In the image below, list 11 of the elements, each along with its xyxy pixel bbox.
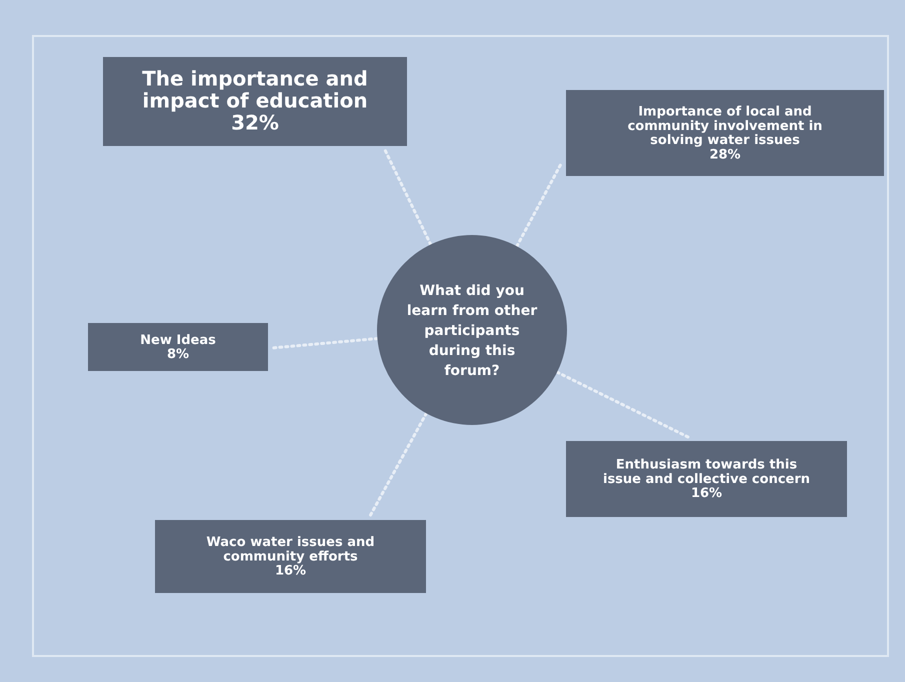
category-label: New Ideas xyxy=(140,332,216,348)
category-label: The importance and impact of education xyxy=(142,66,368,112)
category-label: Waco water issues and community efforts xyxy=(206,535,375,564)
data-label: 32% xyxy=(231,110,279,134)
data-label: 16% xyxy=(690,486,722,502)
category-label: Importance of local and community involvement in solving water issues xyxy=(628,104,822,148)
category-label: Enthusiasm towards this issue and collective concern xyxy=(602,458,810,487)
data-label: 8% xyxy=(166,347,190,362)
text: What did you learn from other participants during this forum? xyxy=(406,283,538,379)
data-label: 16% xyxy=(274,564,306,579)
data-label: 28% xyxy=(709,147,741,162)
